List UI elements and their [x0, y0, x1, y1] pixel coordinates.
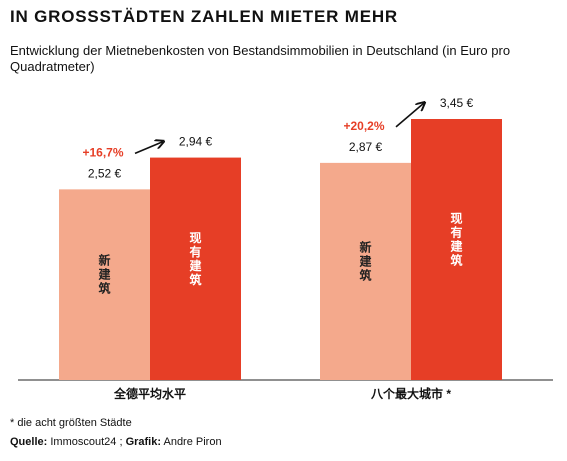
- graphic-label: Grafik:: [125, 436, 162, 448]
- source-text: Immoscout24 ;: [50, 436, 123, 448]
- bar-existing-0: [150, 157, 241, 380]
- data-label: 3,45 €: [440, 96, 474, 110]
- graphic-text: Andre Piron: [163, 436, 222, 448]
- series-label: 新建筑: [97, 253, 111, 296]
- data-label: 2,52 €: [88, 166, 122, 180]
- growth-annotation: +20,2%: [343, 119, 384, 133]
- growth-annotation: +16,7%: [82, 145, 123, 159]
- series-label: 新建筑: [358, 239, 372, 282]
- growth-arrow: [395, 103, 424, 128]
- chart-title: IN GROSSSTÄDTEN ZAHLEN MIETER MEHR: [10, 7, 398, 26]
- growth-arrow: [134, 142, 163, 155]
- bar-existing-1: [411, 119, 502, 380]
- data-label: 2,87 €: [349, 140, 383, 154]
- category-label: 全德平均水平: [113, 386, 186, 401]
- footnote: * die acht größten Städte: [10, 417, 132, 429]
- bar-new-1: [320, 162, 411, 380]
- bar-new-0: [59, 189, 150, 380]
- series-label: 现有建筑: [449, 212, 463, 268]
- series-label: 现有建筑: [188, 231, 202, 287]
- category-label: 八个最大城市 *: [370, 386, 451, 401]
- source-label: Quelle:: [10, 436, 48, 448]
- source-line: Quelle: Immoscout24 ; Grafik: Andre Piro…: [10, 436, 222, 448]
- data-label: 2,94 €: [179, 135, 213, 149]
- chart-subtitle: Entwicklung der Mietnebenkosten von Best…: [10, 43, 511, 74]
